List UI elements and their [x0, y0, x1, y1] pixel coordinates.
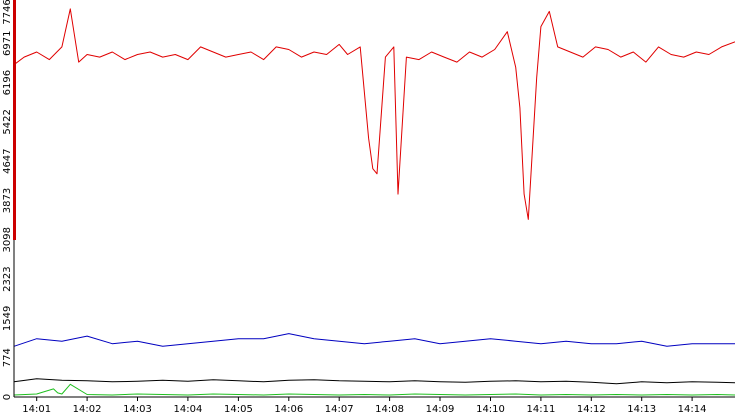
- y-tick-label: 7746: [2, 0, 13, 25]
- x-tick-label: 14:03: [123, 404, 152, 415]
- x-tick-label: 14:14: [678, 404, 707, 415]
- y-tick-labels: 0 774 1549 2323 3098 3873 4647 5422 6196 6971 7746: [2, 0, 13, 400]
- series-line-0: [13, 8, 735, 220]
- y-tick-label: 1549: [2, 306, 13, 331]
- y-tick-label: 0: [2, 394, 13, 400]
- y-tick-label: 5422: [2, 109, 13, 134]
- x-tick-label: 14:11: [526, 404, 555, 415]
- x-tick-label: 14:10: [476, 404, 505, 415]
- x-tick-label: 14:04: [173, 404, 202, 415]
- x-tick-label: 14:07: [325, 404, 354, 415]
- y-tick-label: 6971: [2, 31, 13, 56]
- x-tick-label: 14:06: [274, 404, 303, 415]
- series-line-1: [13, 333, 735, 347]
- x-tick-label: 14:09: [426, 404, 455, 415]
- x-tick-label: 14:08: [375, 404, 404, 415]
- series-line-3: [13, 383, 735, 396]
- series-line-2: [13, 378, 735, 385]
- y-tick-label: 774: [2, 348, 13, 367]
- y-tick-label: 4647: [2, 148, 13, 173]
- x-tick-label: 14:13: [627, 404, 656, 415]
- x-tick-label: 14:12: [577, 404, 606, 415]
- x-tick-labels: 14:01 14:02 14:03 14:04 14:05 14:06 14:07 14:08…: [22, 397, 707, 415]
- y-tick-label: 3098: [2, 227, 13, 252]
- x-tick-label: 14:01: [22, 404, 51, 415]
- y-tick-label: 6196: [2, 70, 13, 95]
- y-tick-label: 2323: [2, 266, 13, 291]
- x-tick-label: 14:02: [73, 404, 102, 415]
- y-tick-label: 3873: [2, 188, 13, 213]
- y-axis-red-marker: [13, 0, 16, 240]
- x-tick-label: 14:05: [224, 404, 253, 415]
- series-layer: [13, 8, 735, 396]
